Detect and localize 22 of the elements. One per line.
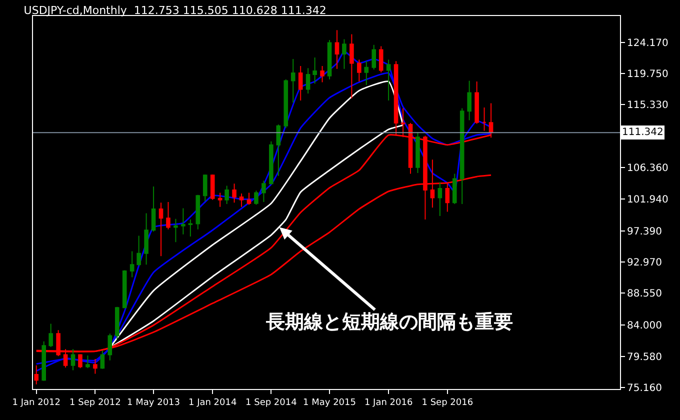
annotation: 長期線と短期線の間隔も重要: [265, 311, 513, 333]
y-tick-label: 84.000: [627, 320, 662, 332]
x-tick-label: 1 Jan 2016: [364, 398, 413, 408]
y-tick-label: 124.170: [627, 38, 668, 49]
x-tick-label: 1 May 2015: [303, 398, 356, 408]
y-tick-label: 106.360: [627, 163, 668, 174]
y-tick-label: 75.160: [627, 382, 662, 394]
y-tick-label: 79.580: [627, 352, 662, 363]
x-tick-label: 1 Jan 2012: [12, 398, 60, 408]
y-tick-label: 101.940: [627, 194, 668, 206]
y-tick-label: 97.390: [627, 226, 662, 238]
chart-title: USDJPY-cd,Monthly 112.753 115.505 110.628 111.342: [24, 4, 326, 17]
x-tick-label: 1 Sep 2014: [246, 398, 298, 408]
x-tick-label: 1 Sep 2016: [422, 398, 474, 408]
y-tick-label: 88.550: [627, 288, 662, 300]
y-tick-label: 115.330: [627, 100, 668, 112]
x-tick-label: 1 May 2013: [127, 398, 180, 408]
x-tick-label: 1 Sep 2012: [70, 398, 121, 408]
y-tick-label: 92.970: [627, 258, 662, 269]
ref-line-label: 111.342: [622, 127, 664, 138]
y-tick-label: 119.750: [627, 68, 668, 80]
x-tick-label: 1 Jan 2014: [188, 398, 237, 408]
